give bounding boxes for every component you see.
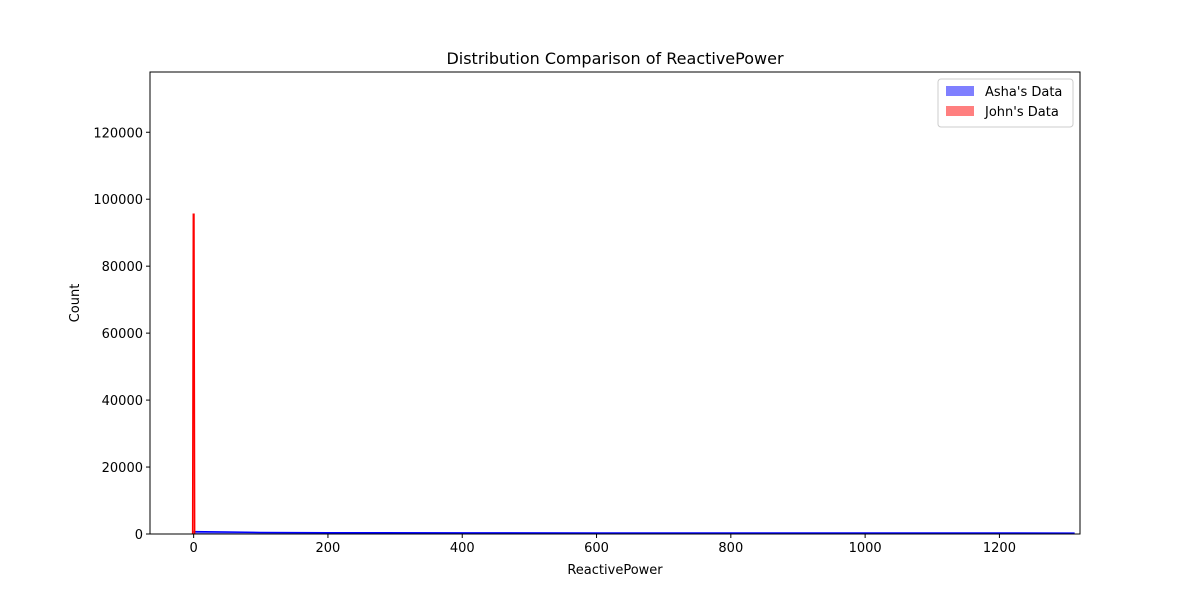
x-axis-label: ReactivePower bbox=[567, 563, 663, 578]
plot-frame bbox=[149, 71, 1081, 535]
x-tick-label: 1200 bbox=[983, 541, 1016, 556]
chart-title: Distribution Comparison of ReactivePower bbox=[446, 49, 783, 68]
x-tick-label: 600 bbox=[584, 541, 609, 556]
y-tick-label: 100000 bbox=[93, 193, 143, 208]
series-outline-0 bbox=[193, 530, 1075, 534]
x-tick-label: 800 bbox=[718, 541, 743, 556]
x-axis: 0 200 400 600 800 1000 1200 bbox=[190, 534, 1016, 556]
y-tick-label: 60000 bbox=[102, 327, 143, 342]
x-tick-label: 1000 bbox=[849, 541, 882, 556]
x-tick-label: 0 bbox=[190, 541, 198, 556]
y-tick-label: 120000 bbox=[93, 126, 143, 141]
plot-area bbox=[191, 213, 1075, 535]
y-tick-label: 40000 bbox=[102, 394, 143, 409]
x-tick-label: 400 bbox=[450, 541, 475, 556]
y-axis: 0 20000 40000 60000 80000 100000 120000 bbox=[93, 126, 150, 543]
legend: Asha's Data John's Data bbox=[937, 78, 1074, 128]
y-tick-label: 20000 bbox=[102, 461, 143, 476]
x-tick-label: 200 bbox=[316, 541, 341, 556]
series-outline-1 bbox=[191, 213, 196, 535]
y-tick-label: 80000 bbox=[102, 260, 143, 275]
y-axis-label: Count bbox=[68, 284, 83, 323]
legend-label-john: John's Data bbox=[984, 105, 1059, 120]
legend-swatch-john bbox=[946, 106, 974, 116]
legend-swatch-asha bbox=[946, 86, 974, 96]
y-tick-label: 0 bbox=[135, 528, 143, 543]
legend-label-asha: Asha's Data bbox=[985, 85, 1062, 100]
